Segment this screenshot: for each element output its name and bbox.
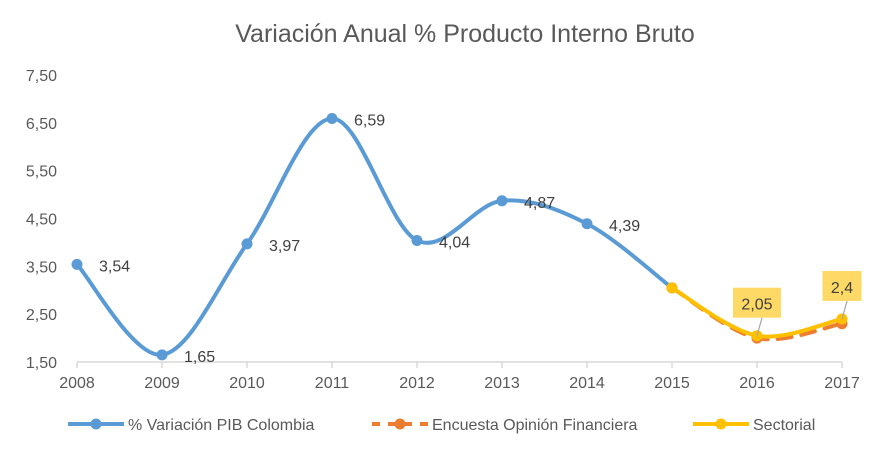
label-leader-line	[841, 300, 848, 320]
y-tick-label: 4,50	[26, 212, 57, 229]
data-label: 2,05	[741, 297, 772, 314]
y-tick-label: 5,50	[26, 164, 57, 181]
legend-label: Encuesta Opinión Financiera	[432, 417, 638, 434]
data-label: 4,39	[609, 218, 640, 235]
data-point	[326, 113, 338, 125]
y-tick-label: 1,50	[26, 355, 57, 372]
x-tick-label: 2010	[229, 375, 265, 392]
x-tick-label: 2015	[654, 375, 690, 392]
y-tick-label: 7,50	[26, 68, 57, 85]
data-label: 3,54	[99, 258, 130, 275]
legend-label: % Variación PIB Colombia	[128, 417, 315, 434]
x-tick-label: 2014	[569, 375, 605, 392]
data-point	[496, 195, 508, 207]
y-tick-label: 2,50	[26, 307, 57, 324]
data-label: 2,4	[831, 280, 853, 297]
data-label: 1,65	[184, 349, 215, 366]
data-label-box	[822, 270, 862, 301]
data-point	[666, 282, 678, 294]
legend-marker	[715, 418, 727, 430]
data-label: 6,59	[354, 113, 385, 130]
legend-marker	[90, 418, 102, 430]
x-tick-label: 2013	[484, 375, 520, 392]
x-tick-label: 2009	[144, 375, 180, 392]
x-tick-label: 2011	[315, 375, 350, 392]
legend-marker	[394, 418, 406, 430]
x-tick-label: 2012	[399, 375, 435, 392]
data-point	[71, 258, 83, 270]
chart-title: Variación Anual % Producto Interno Bruto	[235, 20, 695, 48]
data-point	[241, 238, 253, 250]
data-point	[156, 349, 168, 361]
series-line	[75, 116, 674, 357]
x-tick-label: 2016	[739, 375, 775, 392]
data-label: 3,97	[269, 238, 300, 255]
y-tick-label: 3,50	[26, 259, 57, 276]
data-label: 4,87	[524, 195, 555, 212]
data-point	[411, 235, 423, 247]
data-point	[581, 218, 593, 230]
x-tick-label: 2008	[59, 375, 95, 392]
legend-label: Sectorial	[753, 417, 815, 434]
x-tick-label: 2017	[824, 375, 860, 392]
label-leader-line	[756, 317, 763, 336]
data-point	[751, 330, 763, 342]
data-label-box	[733, 287, 781, 318]
y-tick-label: 6,50	[26, 116, 57, 133]
data-label: 4,04	[439, 235, 470, 252]
